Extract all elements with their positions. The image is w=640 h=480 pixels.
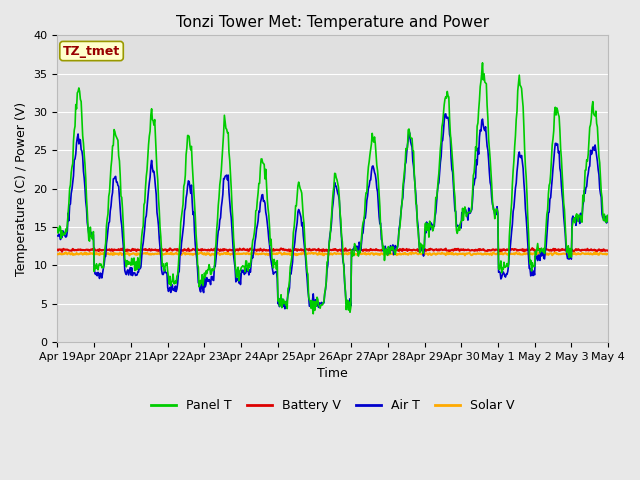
Solar V bbox=[120, 251, 128, 256]
Battery V bbox=[496, 249, 504, 255]
Battery V bbox=[416, 247, 424, 253]
Battery V bbox=[120, 246, 128, 252]
Battery V bbox=[205, 247, 213, 253]
Battery V bbox=[400, 247, 408, 253]
Air T bbox=[176, 252, 184, 257]
Panel T bbox=[401, 169, 408, 175]
Panel T bbox=[417, 240, 424, 246]
Air T bbox=[281, 306, 289, 312]
Legend: Panel T, Battery V, Air T, Solar V: Panel T, Battery V, Air T, Solar V bbox=[147, 394, 519, 417]
Panel T bbox=[205, 262, 213, 267]
Air T bbox=[54, 233, 61, 239]
Battery V bbox=[54, 247, 61, 253]
Panel T bbox=[54, 225, 61, 231]
Panel T bbox=[604, 218, 612, 224]
Text: TZ_tmet: TZ_tmet bbox=[63, 45, 120, 58]
Air T bbox=[604, 213, 612, 218]
Air T bbox=[442, 111, 449, 117]
Solar V bbox=[206, 252, 214, 258]
Line: Air T: Air T bbox=[58, 114, 608, 309]
Air T bbox=[401, 176, 408, 181]
Line: Solar V: Solar V bbox=[58, 252, 608, 255]
Air T bbox=[417, 243, 424, 249]
Panel T bbox=[479, 60, 486, 66]
Panel T bbox=[120, 240, 128, 246]
Air T bbox=[120, 253, 128, 259]
Battery V bbox=[63, 247, 71, 252]
Panel T bbox=[309, 311, 317, 317]
Solar V bbox=[417, 252, 425, 257]
Title: Tonzi Tower Met: Temperature and Power: Tonzi Tower Met: Temperature and Power bbox=[176, 15, 490, 30]
Solar V bbox=[63, 252, 71, 257]
Solar V bbox=[207, 252, 214, 258]
Solar V bbox=[401, 250, 409, 256]
Battery V bbox=[604, 248, 612, 254]
Panel T bbox=[63, 221, 71, 227]
Battery V bbox=[176, 247, 184, 252]
Line: Panel T: Panel T bbox=[58, 63, 608, 314]
Solar V bbox=[604, 251, 612, 257]
Battery V bbox=[529, 245, 536, 251]
Solar V bbox=[54, 252, 61, 257]
Solar V bbox=[156, 250, 164, 255]
Solar V bbox=[177, 251, 184, 257]
Air T bbox=[63, 228, 71, 234]
Panel T bbox=[176, 239, 184, 245]
X-axis label: Time: Time bbox=[317, 367, 348, 380]
Y-axis label: Temperature (C) / Power (V): Temperature (C) / Power (V) bbox=[15, 102, 28, 276]
Line: Battery V: Battery V bbox=[58, 248, 608, 252]
Air T bbox=[205, 276, 213, 282]
